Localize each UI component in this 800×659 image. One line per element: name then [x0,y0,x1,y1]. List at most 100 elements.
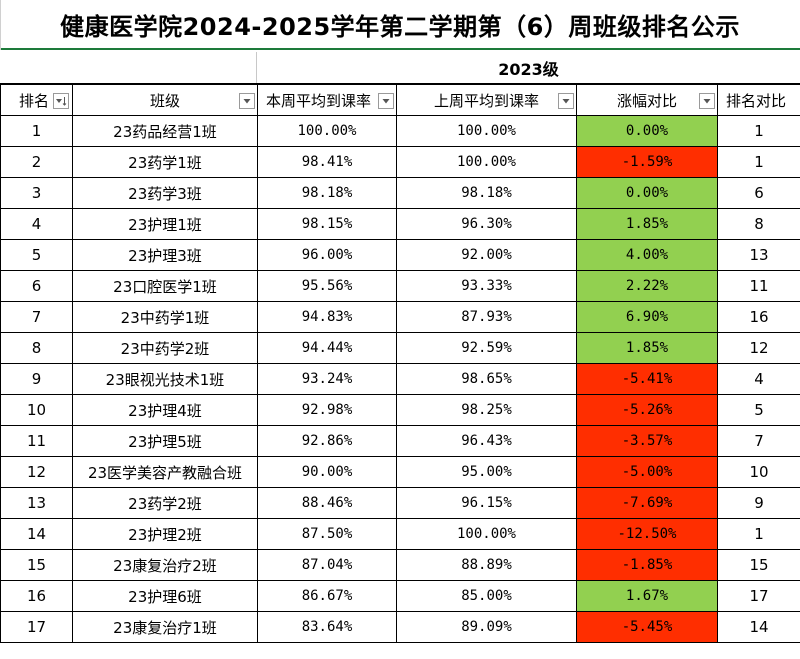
rank-compare-cell[interactable]: 9 [717,487,800,519]
class-cell[interactable]: 23药品经营1班 [72,115,258,147]
rank-cell[interactable]: 6 [0,270,73,302]
change-cell[interactable]: 1.85% [576,332,718,364]
filter-button[interactable] [239,93,255,109]
rank-cell[interactable]: 17 [0,611,73,643]
this-week-cell[interactable]: 92.86% [257,425,397,457]
rank-compare-cell[interactable]: 15 [717,549,800,581]
class-cell[interactable]: 23眼视光技术1班 [72,363,258,395]
rank-compare-cell[interactable]: 13 [717,239,800,271]
rank-compare-cell[interactable]: 4 [717,363,800,395]
class-cell[interactable]: 23护理5班 [72,425,258,457]
rank-cell[interactable]: 10 [0,394,73,426]
this-week-cell[interactable]: 98.15% [257,208,397,240]
this-week-cell[interactable]: 87.04% [257,549,397,581]
class-cell[interactable]: 23药学3班 [72,177,258,209]
last-week-cell[interactable]: 96.30% [396,208,577,240]
class-cell[interactable]: 23护理2班 [72,518,258,550]
rank-compare-cell[interactable]: 5 [717,394,800,426]
this-week-cell[interactable]: 96.00% [257,239,397,271]
rank-compare-cell[interactable]: 17 [717,580,800,612]
rank-cell[interactable]: 11 [0,425,73,457]
last-week-cell[interactable]: 89.09% [396,611,577,643]
class-cell[interactable]: 23护理4班 [72,394,258,426]
change-cell[interactable]: -7.69% [576,487,718,519]
rank-cell[interactable]: 7 [0,301,73,333]
this-week-cell[interactable]: 94.44% [257,332,397,364]
this-week-cell[interactable]: 83.64% [257,611,397,643]
rank-compare-cell[interactable]: 14 [717,611,800,643]
this-week-cell[interactable]: 94.83% [257,301,397,333]
rank-compare-cell[interactable]: 16 [717,301,800,333]
rank-cell[interactable]: 1 [0,115,73,147]
change-cell[interactable]: 1.85% [576,208,718,240]
rank-cell[interactable]: 3 [0,177,73,209]
last-week-cell[interactable]: 85.00% [396,580,577,612]
last-week-cell[interactable]: 96.43% [396,425,577,457]
last-week-cell[interactable]: 100.00% [396,146,577,178]
rank-compare-cell[interactable]: 6 [717,177,800,209]
change-cell[interactable]: -3.57% [576,425,718,457]
change-cell[interactable]: 6.90% [576,301,718,333]
change-cell[interactable]: 4.00% [576,239,718,271]
last-week-cell[interactable]: 93.33% [396,270,577,302]
this-week-cell[interactable]: 86.67% [257,580,397,612]
change-cell[interactable]: -1.59% [576,146,718,178]
this-week-cell[interactable]: 98.41% [257,146,397,178]
last-week-cell[interactable]: 98.65% [396,363,577,395]
change-cell[interactable]: -1.85% [576,549,718,581]
rank-compare-cell[interactable]: 1 [717,146,800,178]
last-week-cell[interactable]: 100.00% [396,115,577,147]
last-week-cell[interactable]: 96.15% [396,487,577,519]
filter-button[interactable] [558,93,574,109]
filter-button[interactable] [378,93,394,109]
class-cell[interactable]: 23医学美容产教融合班 [72,456,258,488]
last-week-cell[interactable]: 87.93% [396,301,577,333]
change-cell[interactable]: 2.22% [576,270,718,302]
this-week-cell[interactable]: 88.46% [257,487,397,519]
class-cell[interactable]: 23护理1班 [72,208,258,240]
this-week-cell[interactable]: 95.56% [257,270,397,302]
change-cell[interactable]: -5.26% [576,394,718,426]
last-week-cell[interactable]: 95.00% [396,456,577,488]
rank-cell[interactable]: 9 [0,363,73,395]
class-cell[interactable]: 23康复治疗2班 [72,549,258,581]
rank-cell[interactable]: 2 [0,146,73,178]
rank-compare-cell[interactable]: 1 [717,115,800,147]
last-week-cell[interactable]: 88.89% [396,549,577,581]
this-week-cell[interactable]: 87.50% [257,518,397,550]
class-cell[interactable]: 23护理3班 [72,239,258,271]
change-cell[interactable]: 1.67% [576,580,718,612]
rank-compare-cell[interactable]: 10 [717,456,800,488]
class-cell[interactable]: 23康复治疗1班 [72,611,258,643]
rank-cell[interactable]: 5 [0,239,73,271]
last-week-cell[interactable]: 98.25% [396,394,577,426]
change-cell[interactable]: -5.45% [576,611,718,643]
this-week-cell[interactable]: 93.24% [257,363,397,395]
change-cell[interactable]: -5.00% [576,456,718,488]
filter-button[interactable] [699,93,715,109]
rank-compare-cell[interactable]: 8 [717,208,800,240]
class-cell[interactable]: 23口腔医学1班 [72,270,258,302]
change-cell[interactable]: 0.00% [576,115,718,147]
this-week-cell[interactable]: 98.18% [257,177,397,209]
rank-cell[interactable]: 13 [0,487,73,519]
rank-compare-cell[interactable]: 7 [717,425,800,457]
class-cell[interactable]: 23中药学2班 [72,332,258,364]
rank-cell[interactable]: 16 [0,580,73,612]
class-cell[interactable]: 23中药学1班 [72,301,258,333]
rank-cell[interactable]: 8 [0,332,73,364]
last-week-cell[interactable]: 92.00% [396,239,577,271]
last-week-cell[interactable]: 98.18% [396,177,577,209]
class-cell[interactable]: 23药学1班 [72,146,258,178]
sort-filter-button[interactable] [53,93,69,109]
last-week-cell[interactable]: 100.00% [396,518,577,550]
rank-cell[interactable]: 12 [0,456,73,488]
class-cell[interactable]: 23护理6班 [72,580,258,612]
this-week-cell[interactable]: 100.00% [257,115,397,147]
rank-compare-cell[interactable]: 12 [717,332,800,364]
rank-cell[interactable]: 4 [0,208,73,240]
this-week-cell[interactable]: 90.00% [257,456,397,488]
last-week-cell[interactable]: 92.59% [396,332,577,364]
class-cell[interactable]: 23药学2班 [72,487,258,519]
change-cell[interactable]: -12.50% [576,518,718,550]
